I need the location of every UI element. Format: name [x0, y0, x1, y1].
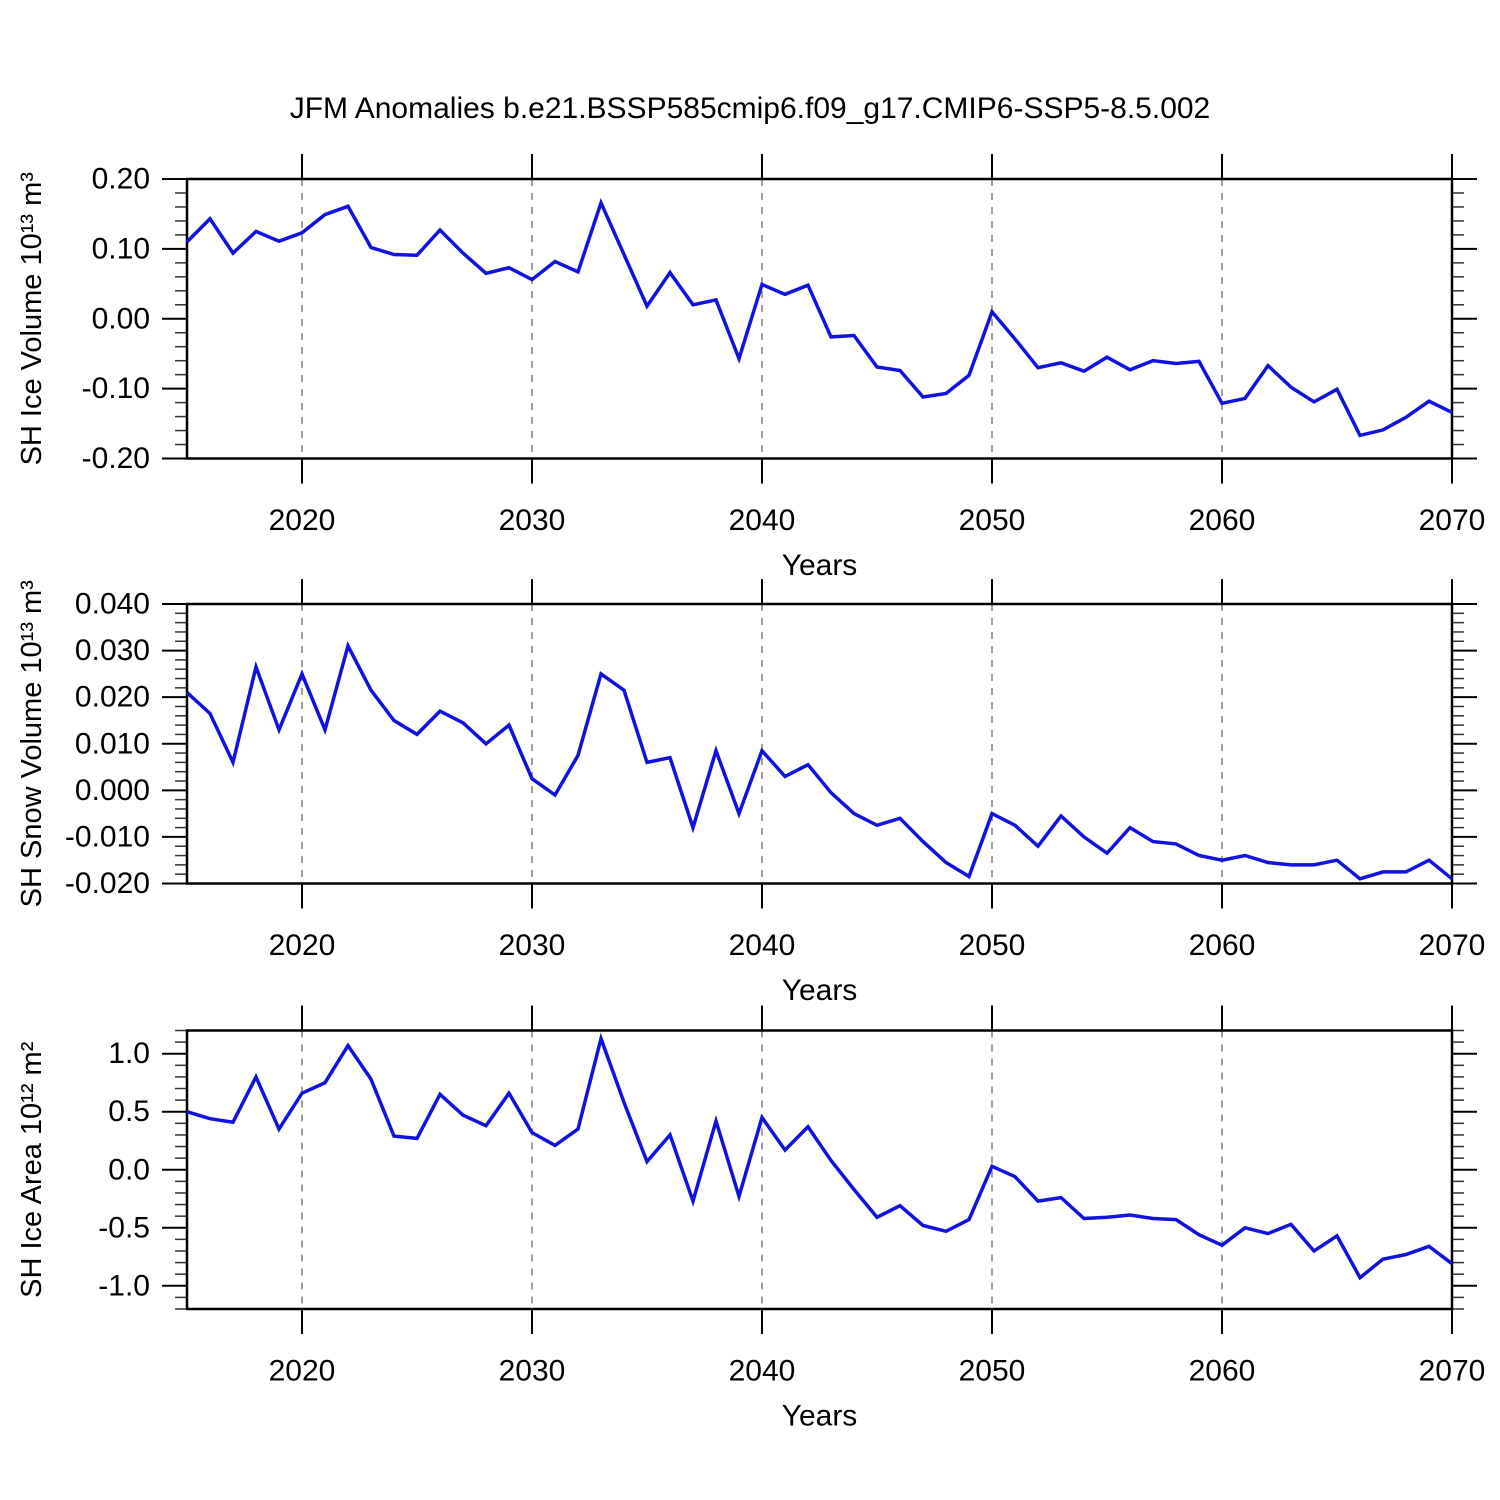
panel-1-y-tick-label: -0.20 — [82, 442, 150, 475]
panel-1-x-tick-label: 2050 — [959, 504, 1026, 537]
panel-3-data-line — [186, 1032, 1454, 1281]
panel-2-x-tick-label: 2050 — [959, 929, 1026, 962]
panel-1-frame — [185, 177, 1454, 460]
panel-3-x-tick-label: 2060 — [1189, 1355, 1256, 1388]
panel-1-data-line — [185, 197, 1453, 438]
panel-2-y-axis-title: SH Snow Volume 10¹³ m³ — [16, 580, 48, 908]
panel-3-y-tick-label: 1.0 — [108, 1037, 150, 1070]
panel-1-x-tick-label: 2030 — [499, 504, 566, 537]
panel-2-x-tick-label: 2070 — [1419, 929, 1486, 962]
panel-3-x-tick-label: 2040 — [729, 1355, 796, 1388]
panel-1-y-tick-label: -0.10 — [82, 372, 150, 405]
panel-2-x-axis-title: Years — [782, 974, 858, 1007]
panel-2-y-tick-label: 0.030 — [75, 634, 150, 667]
panel-2-data-line — [185, 641, 1454, 881]
panel-2-y-tick-label: 0.040 — [75, 588, 150, 621]
panel-2-frame — [185, 602, 1454, 885]
panel-3-x-axis-title: Years — [782, 1400, 858, 1433]
panel-2-y-tick-label: 0.000 — [75, 774, 150, 807]
panel-1-y-tick-label: 0.20 — [92, 163, 150, 196]
panel-3-frame — [185, 1029, 1454, 1311]
panel-2-x-tick-label: 2020 — [269, 929, 336, 962]
panel-3-x-tick-label: 2030 — [499, 1355, 566, 1388]
panel-2-x-tick-label: 2040 — [729, 929, 796, 962]
panel-2-x-tick-label: 2060 — [1189, 929, 1256, 962]
panel-3-x-tick-label: 2020 — [269, 1355, 336, 1388]
panel-2-y-tick-label: -0.010 — [65, 820, 150, 853]
panel-3-x-tick-label: 2050 — [959, 1355, 1026, 1388]
panel-1-y-tick-label: 0.10 — [92, 232, 150, 265]
panel-1-x-tick-label: 2040 — [729, 504, 796, 537]
panel-3-y-axis-title: SH Ice Area 10¹² m² — [16, 1041, 48, 1298]
chart-title: JFM Anomalies b.e21.BSSP585cmip6.f09_g17… — [289, 92, 1211, 125]
panel-1-x-tick-label: 2020 — [269, 504, 336, 537]
panel-1-x-axis-title: Years — [782, 549, 858, 582]
panel-1-y-tick-label: 0.00 — [92, 302, 150, 335]
panel-2-y-tick-label: -0.020 — [65, 867, 150, 900]
panel-2-y-tick-label: 0.010 — [75, 727, 150, 760]
panel-3-y-tick-label: 0.5 — [108, 1095, 150, 1128]
panel-1-x-tick-label: 2070 — [1419, 504, 1486, 537]
panel-2-y-tick-label: 0.020 — [75, 681, 150, 714]
panel-3-y-tick-label: -1.0 — [98, 1269, 150, 1302]
panel-2-x-tick-label: 2030 — [499, 929, 566, 962]
panel-1-y-axis-title: SH Ice Volume 10¹³ m³ — [16, 172, 48, 466]
panel-1-x-tick-label: 2060 — [1189, 504, 1256, 537]
panel-3-y-tick-label: 0.0 — [108, 1153, 150, 1186]
panel-3-y-tick-label: -0.5 — [98, 1211, 150, 1244]
panel-3-x-tick-label: 2070 — [1419, 1355, 1486, 1388]
